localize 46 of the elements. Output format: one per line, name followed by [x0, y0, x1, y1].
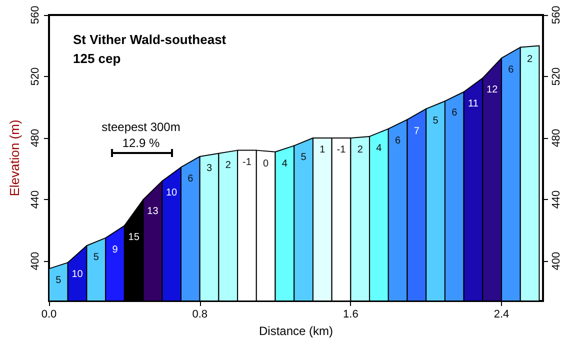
annotation: 2	[225, 160, 232, 171]
annotation: -1	[336, 144, 346, 156]
y-tick-label: 480	[30, 128, 42, 148]
y2-tick-label: 560	[550, 6, 562, 24]
annotation: 6	[395, 135, 402, 146]
annotation: 7	[414, 126, 420, 138]
x-tick-label: 0.0	[41, 308, 57, 320]
text: 125 cep	[73, 51, 121, 66]
annotation: 1	[320, 144, 326, 156]
x-tick-label: 0.8	[192, 308, 208, 320]
annotation: 5	[56, 275, 62, 286]
y-tick-label: 440	[30, 190, 42, 209]
annotation: 3	[206, 162, 212, 174]
y-tick-label: 520	[30, 67, 42, 86]
annotation: 4	[376, 142, 382, 154]
annotation: 6	[188, 174, 194, 185]
y2-tick-label: 480	[550, 128, 562, 148]
annotation: 15	[128, 232, 140, 244]
y2-tick-label: 400	[550, 252, 562, 270]
annotation: 2	[357, 144, 364, 156]
x-tick-label: 2.4	[494, 308, 510, 320]
annotation: 2	[527, 54, 534, 65]
y2-tick-label: 520	[550, 67, 562, 86]
annotation: 5	[300, 152, 307, 164]
annotation: 4	[282, 158, 288, 170]
text: St Vither Wald-southeast	[73, 32, 227, 47]
y-tick-label: 560	[30, 6, 42, 24]
annotation: -1	[242, 156, 252, 168]
y2-tick-label: 440	[550, 190, 562, 209]
y-axis-title: Elevation (m)	[7, 120, 22, 196]
annotation: 6	[452, 108, 458, 119]
annotation: 5	[93, 252, 100, 264]
annotation: 9	[112, 244, 118, 256]
annotation: 13	[147, 206, 159, 218]
y-tick-label: 400	[30, 252, 42, 270]
annotation: 11	[468, 98, 479, 110]
annotation: 6	[508, 64, 514, 76]
annotation: 12	[486, 84, 498, 96]
x-axis-title: Distance (km)	[258, 324, 334, 338]
annotation: steepest 300m	[102, 120, 180, 134]
annotation: 12.9 %	[122, 136, 160, 150]
annotation: 10	[72, 269, 84, 280]
annotation: 0	[263, 158, 270, 170]
annotation: 10	[166, 188, 178, 199]
x-tick-label: 1.6	[343, 308, 358, 320]
annotation: 5	[432, 115, 439, 126]
